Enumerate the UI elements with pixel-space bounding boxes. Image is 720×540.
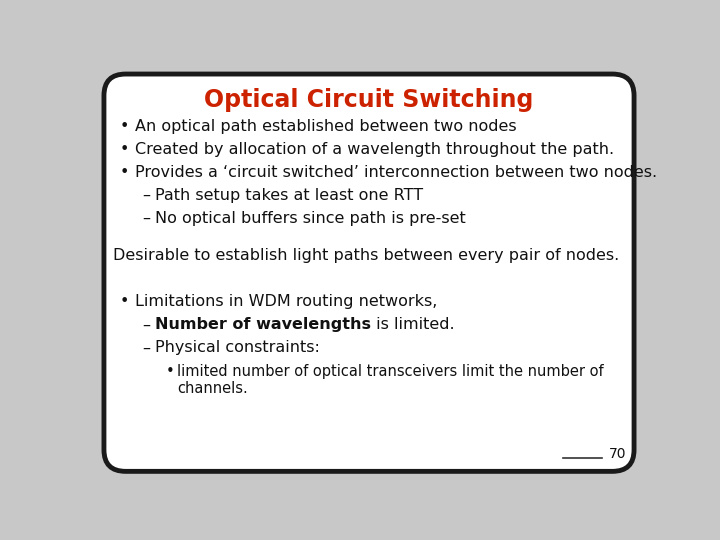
Text: limited number of optical transceivers limit the number of
channels.: limited number of optical transceivers l… [177,363,603,396]
FancyBboxPatch shape [104,74,634,471]
Text: Provides a ‘circuit switched’ interconnection between two nodes.: Provides a ‘circuit switched’ interconne… [135,165,657,180]
Text: •: • [120,142,129,157]
Text: Optical Circuit Switching: Optical Circuit Switching [204,88,534,112]
Text: •: • [120,119,129,134]
Text: •: • [120,165,129,180]
Text: Created by allocation of a wavelength throughout the path.: Created by allocation of a wavelength th… [135,142,614,157]
Text: Limitations in WDM routing networks,: Limitations in WDM routing networks, [135,294,437,309]
Text: –: – [143,188,150,203]
Text: 70: 70 [609,447,626,461]
Text: –: – [143,340,150,355]
Text: Path setup takes at least one RTT: Path setup takes at least one RTT [155,188,423,203]
Text: is limited.: is limited. [371,318,455,332]
Text: Number of wavelengths: Number of wavelengths [155,318,371,332]
Text: An optical path established between two nodes: An optical path established between two … [135,119,516,134]
Text: –: – [143,318,150,332]
Text: –: – [143,211,150,226]
Text: •: • [166,363,175,379]
Text: Desirable to establish light paths between every pair of nodes.: Desirable to establish light paths betwe… [113,248,619,263]
Text: No optical buffers since path is pre-set: No optical buffers since path is pre-set [155,211,466,226]
Text: •: • [120,294,129,309]
Text: Physical constraints:: Physical constraints: [155,340,320,355]
